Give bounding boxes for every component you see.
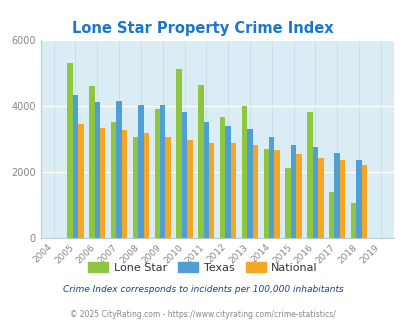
Bar [154, 109, 160, 238]
Bar [78, 124, 83, 238]
Bar [317, 158, 323, 238]
Bar [328, 192, 334, 238]
Bar [198, 85, 203, 238]
Bar [334, 153, 339, 238]
Bar [100, 128, 105, 238]
Bar [247, 129, 252, 238]
Text: Crime Index corresponds to incidents per 100,000 inhabitants: Crime Index corresponds to incidents per… [62, 285, 343, 294]
Legend: Lone Star, Texas, National: Lone Star, Texas, National [83, 258, 322, 278]
Bar [181, 112, 187, 238]
Bar [339, 160, 345, 238]
Bar [296, 154, 301, 238]
Bar [361, 165, 366, 238]
Bar [132, 137, 138, 238]
Text: Lone Star Property Crime Index: Lone Star Property Crime Index [72, 20, 333, 36]
Bar [230, 143, 236, 238]
Bar [312, 147, 317, 238]
Bar [355, 160, 361, 238]
Bar [225, 126, 230, 238]
Bar [274, 150, 279, 238]
Bar [94, 102, 100, 238]
Bar [350, 203, 355, 238]
Bar [138, 105, 143, 238]
Bar [290, 145, 296, 238]
Bar [263, 148, 269, 238]
Bar [143, 133, 149, 238]
Text: © 2025 CityRating.com - https://www.cityrating.com/crime-statistics/: © 2025 CityRating.com - https://www.city… [70, 310, 335, 319]
Bar [122, 130, 127, 238]
Bar [67, 63, 72, 238]
Bar [160, 105, 165, 238]
Bar [269, 137, 274, 238]
Bar [307, 112, 312, 238]
Bar [176, 69, 181, 238]
Bar [241, 106, 247, 238]
Bar [220, 117, 225, 238]
Bar [72, 95, 78, 238]
Bar [209, 143, 214, 238]
Bar [187, 140, 192, 238]
Bar [285, 168, 290, 238]
Bar [165, 137, 171, 238]
Bar [203, 122, 209, 238]
Bar [252, 145, 258, 238]
Bar [89, 86, 94, 238]
Bar [111, 122, 116, 238]
Bar [116, 101, 121, 238]
